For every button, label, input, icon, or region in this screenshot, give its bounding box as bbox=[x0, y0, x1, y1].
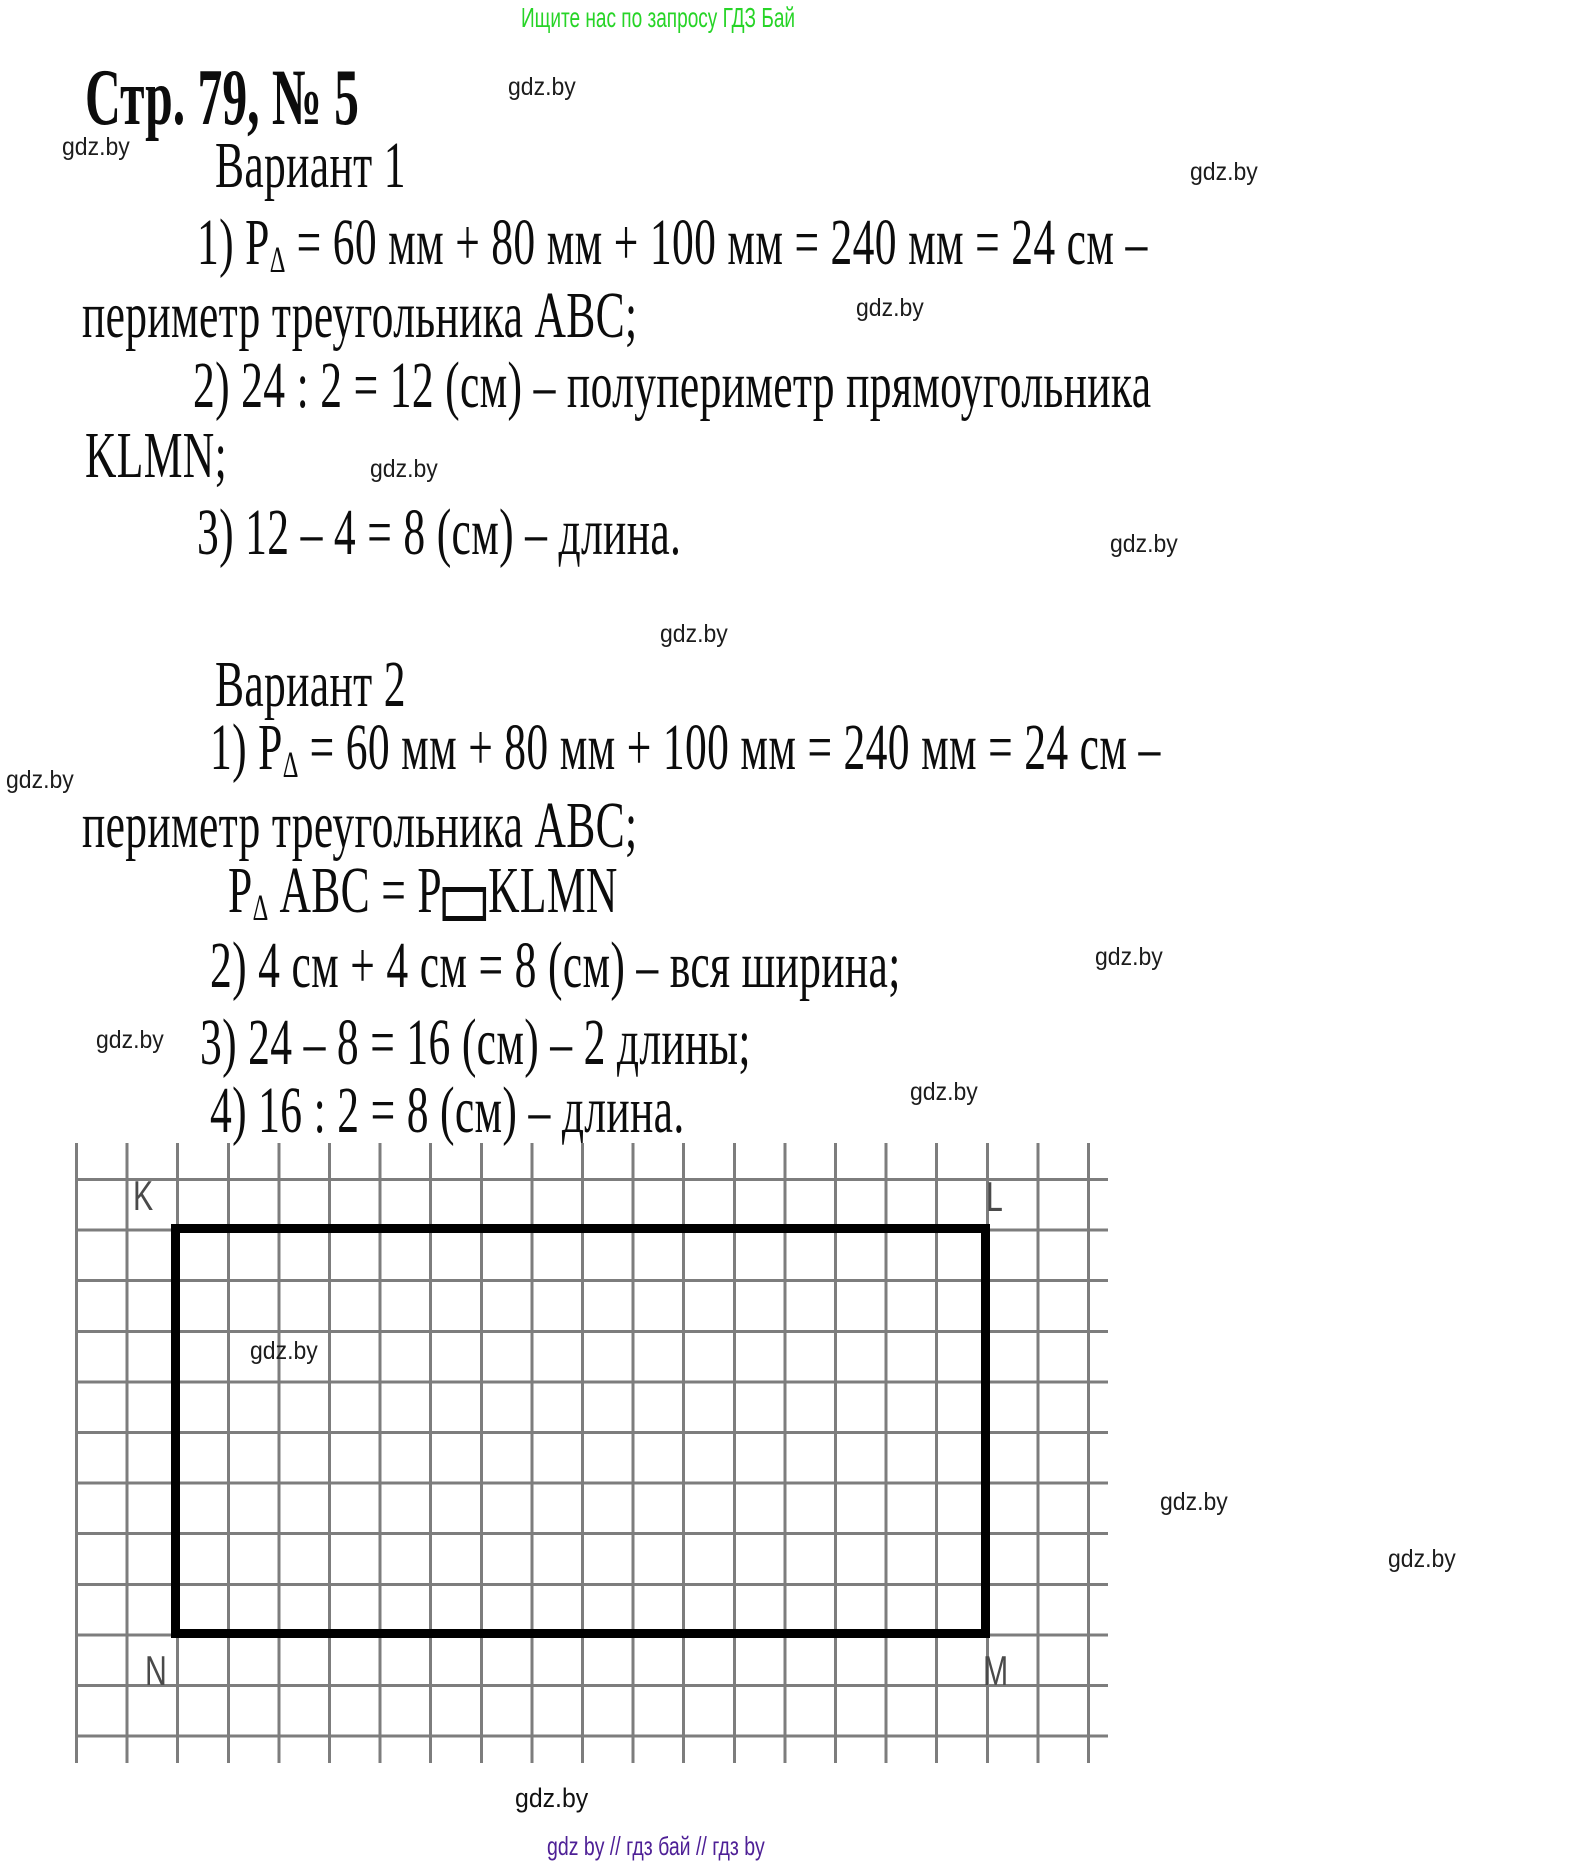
line-text: Р bbox=[228, 854, 253, 927]
watermark-gdz: gdz.by bbox=[6, 766, 74, 794]
triangle-subscript: Δ bbox=[282, 744, 299, 786]
v1-line-1: 1) РΔ = 60 мм + 80 мм + 100 мм = 240 мм … bbox=[197, 210, 1148, 279]
watermark-gdz: gdz.by bbox=[370, 455, 438, 483]
triangle-subscript: Δ bbox=[252, 887, 269, 929]
watermark-gdz: gdz.by bbox=[96, 1026, 164, 1054]
promo-banner: Ищите нас по запросу ГДЗ Бай bbox=[521, 2, 796, 33]
line-text: = 60 мм + 80 мм + 100 мм = 240 мм = 24 с… bbox=[298, 711, 1161, 784]
watermark-gdz: gdz.by bbox=[508, 73, 576, 101]
rectangle-klmn bbox=[171, 1224, 990, 1638]
variant2-heading: Вариант 2 bbox=[215, 648, 406, 721]
v1-line-5: 3) 12 – 4 = 8 (см) – длина. bbox=[197, 496, 682, 569]
vertex-label-k: K bbox=[133, 1172, 154, 1219]
watermark-gdz: gdz.by bbox=[1160, 1488, 1228, 1516]
v2-line-1: 1) РΔ = 60 мм + 80 мм + 100 мм = 240 мм … bbox=[210, 715, 1161, 784]
line-text: KLMN bbox=[488, 854, 618, 927]
watermark-gdz: gdz.by bbox=[856, 294, 924, 322]
watermark-gdz: gdz.by bbox=[660, 620, 728, 648]
variant1-heading: Вариант 1 bbox=[215, 129, 406, 202]
footer-links: gdz by // гдз бай // гдз by bbox=[547, 1831, 765, 1861]
line-text: 1) Р bbox=[197, 206, 270, 279]
v2-line-2: периметр треугольника АВС; bbox=[82, 789, 638, 862]
watermark-gdz: gdz.by bbox=[910, 1078, 978, 1106]
watermark-gdz: gdz.by bbox=[250, 1337, 318, 1365]
v1-line-3: 2) 24 : 2 = 12 (см) – полупериметр прямо… bbox=[193, 349, 1152, 422]
vertex-label-l: L bbox=[986, 1173, 1003, 1220]
watermark-gdz: gdz.by bbox=[1095, 943, 1163, 971]
line-text: АВС = Р bbox=[268, 854, 442, 927]
grid-horizontal-lines bbox=[75, 1178, 1108, 1741]
watermark-gdz: gdz.by bbox=[515, 1783, 589, 1813]
v1-line-2: периметр треугольника АВС; bbox=[82, 279, 638, 352]
watermark-gdz: gdz.by bbox=[62, 133, 130, 161]
watermark-gdz: gdz.by bbox=[1388, 1545, 1456, 1573]
line-text: 1) Р bbox=[210, 711, 283, 784]
line-text: = 60 мм + 80 мм + 100 мм = 240 мм = 24 с… bbox=[285, 206, 1148, 279]
vertex-label-n: N bbox=[145, 1647, 167, 1694]
watermark-gdz: gdz.by bbox=[1190, 158, 1258, 186]
triangle-subscript: Δ bbox=[269, 239, 286, 281]
page-title: Стр. 79, № 5 bbox=[85, 54, 359, 142]
vertex-label-m: M bbox=[983, 1647, 1009, 1694]
square-subscript-icon bbox=[442, 887, 487, 921]
v2-line-5: 3) 24 – 8 = 16 (см) – 2 длины; bbox=[200, 1006, 751, 1079]
v2-line-3: РΔ АВС = Р KLMN bbox=[228, 858, 618, 927]
v2-line-4: 2) 4 см + 4 см = 8 (см) – вся ширина; bbox=[210, 929, 901, 1002]
v2-line-6: 4) 16 : 2 = 8 (см) – длина. bbox=[210, 1074, 685, 1147]
v1-line-4: KLMN; bbox=[85, 419, 228, 492]
grid: K L N M gdz.by bbox=[75, 1143, 1110, 1763]
watermark-gdz: gdz.by bbox=[1110, 530, 1178, 558]
